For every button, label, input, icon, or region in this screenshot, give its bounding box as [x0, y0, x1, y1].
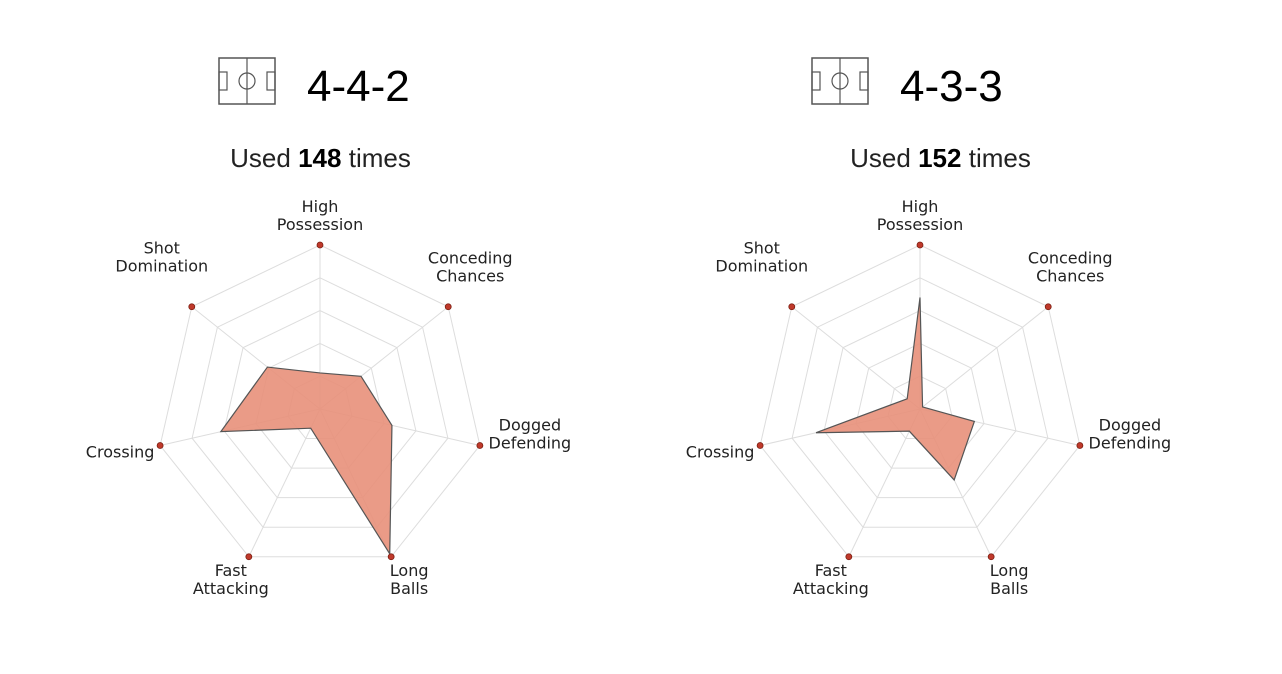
usage-count: 148	[298, 143, 342, 173]
grid-ring	[191, 277, 449, 528]
axis-label: Conceding Chances	[428, 249, 513, 286]
axis-label-line: Balls	[390, 579, 428, 598]
axis-label: Shot Domination	[115, 239, 208, 276]
axis-end-marker	[156, 442, 164, 449]
axis-spoke	[919, 306, 1049, 410]
axis-label: Crossing	[86, 442, 155, 461]
axis-end-marker	[756, 442, 764, 449]
axis-label-line: Conceding	[428, 249, 513, 268]
axis-label-line: Balls	[990, 579, 1028, 598]
grid-ring	[855, 342, 985, 469]
axis-label-line: Long	[390, 561, 429, 580]
axis-label-line: Attacking	[793, 579, 869, 598]
axis-label-line: Defending	[1089, 433, 1172, 452]
axis-label: Dogged Defending	[489, 415, 572, 452]
axis-end-marker	[987, 553, 995, 561]
axis-label-line: Attacking	[193, 579, 269, 598]
axis-label-line: Dogged	[499, 415, 561, 434]
axis-label: Long Balls	[990, 561, 1029, 598]
axis-label: Dogged Defending	[1089, 415, 1172, 452]
grid-ring	[223, 310, 417, 499]
series-area	[219, 366, 393, 556]
axis-label: Conceding Chances	[1028, 249, 1113, 286]
grid-ring	[159, 244, 481, 558]
title-row: 4-4-2	[0, 52, 641, 122]
axis-label: Crossing	[686, 442, 755, 461]
usage-prefix: Used	[850, 143, 911, 173]
usage-text: Used 148 times	[0, 140, 641, 176]
axis-spoke	[848, 408, 921, 557]
axis-end-marker	[188, 303, 196, 311]
axis-label-line: Defending	[489, 433, 572, 452]
formation-panel-442: 4-4-2 Used 148 times High Possession Conce…	[0, 52, 641, 598]
axis-end-marker	[1076, 442, 1084, 449]
axis-end-marker	[245, 553, 253, 561]
grid-ring	[791, 277, 1049, 528]
axis-label-line: Possession	[277, 215, 363, 234]
axis-label-line: Domination	[115, 257, 208, 276]
axis-label-line: Domination	[715, 257, 808, 276]
formation-title: 4-3-3	[900, 62, 1003, 111]
axis-label-line: Crossing	[686, 442, 755, 461]
axis-spoke	[791, 306, 921, 410]
axis-label-line: Shot	[144, 239, 180, 258]
axis-label-line: Possession	[877, 215, 963, 234]
formation-panel-433: 4-3-3 Used 152 times High Possession Conce…	[641, 0, 1282, 674]
axis-label: High Possession	[277, 197, 363, 234]
axis-end-marker	[444, 303, 452, 311]
radar-chart: High Possession Conceding Chances Dogged Defe…	[686, 197, 1172, 598]
usage-suffix: times	[348, 143, 411, 173]
axis-label-line: Dogged	[1099, 415, 1161, 434]
axis-label-line: High	[902, 197, 939, 216]
grid-ring	[759, 244, 1081, 558]
axis-end-marker	[476, 442, 484, 449]
usage-count: 152	[918, 143, 962, 173]
axis-label-line: Long	[990, 561, 1029, 580]
usage-suffix: times	[968, 143, 1031, 173]
axis-label: Fast Attacking	[193, 561, 269, 598]
usage-prefix: Used	[230, 143, 291, 173]
axis-label: Long Balls	[390, 561, 429, 598]
pitch-icon	[218, 57, 276, 105]
series-area	[815, 297, 976, 482]
axis-end-marker	[387, 553, 395, 561]
axis-label-line: Chances	[1036, 267, 1104, 286]
axis-end-marker	[845, 553, 853, 561]
axis-end-marker	[316, 241, 324, 249]
axis-label-line: Shot	[744, 239, 780, 258]
axis-end-marker	[916, 241, 924, 249]
axis-label-line: Crossing	[86, 442, 155, 461]
axis-label-line: Chances	[436, 267, 504, 286]
usage-text: Used 152 times	[620, 140, 1261, 176]
title-row: 4-3-3	[641, 52, 1282, 122]
axis-label: Shot Domination	[715, 239, 808, 276]
grid-ring	[823, 310, 1017, 499]
radar-chart: High Possession Conceding Chances Dogged Defe…	[86, 197, 572, 598]
axis-label-line: Fast	[215, 561, 247, 580]
axis-label-line: High	[302, 197, 339, 216]
axis-label-line: Fast	[815, 561, 847, 580]
axis-label: Fast Attacking	[793, 561, 869, 598]
axis-label: High Possession	[877, 197, 963, 234]
formation-title: 4-4-2	[307, 62, 410, 111]
pitch-icon	[811, 57, 869, 105]
axis-spoke	[248, 408, 321, 557]
axis-label-line: Conceding	[1028, 249, 1113, 268]
axis-end-marker	[1044, 303, 1052, 311]
axis-end-marker	[788, 303, 796, 311]
